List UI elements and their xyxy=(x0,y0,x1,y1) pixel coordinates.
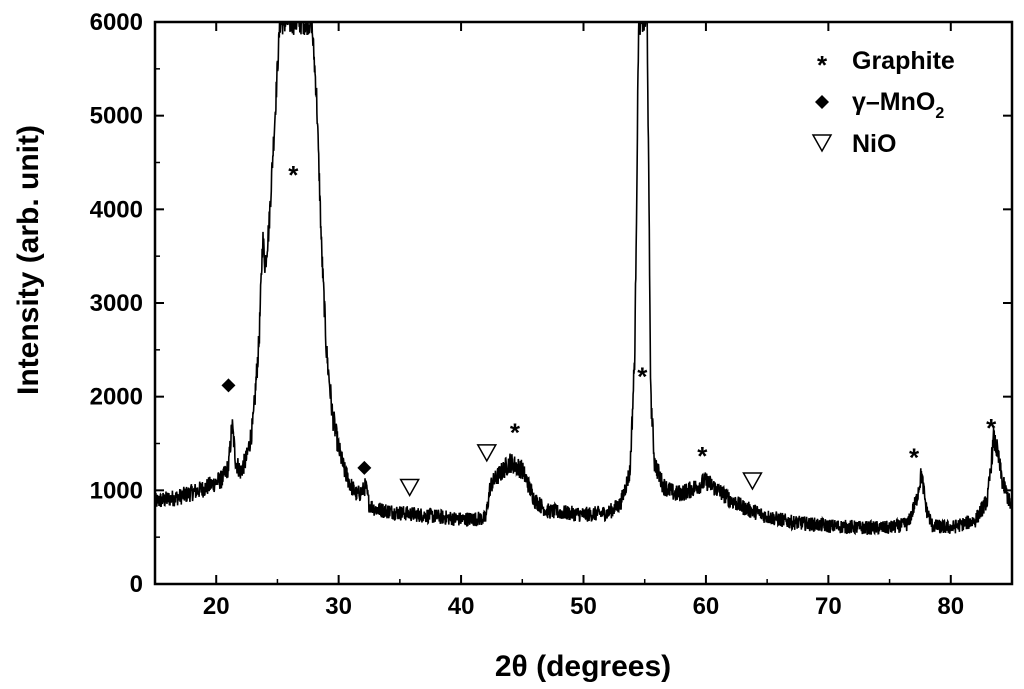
x-axis-title: 2θ (degrees) xyxy=(495,650,671,683)
series-line-xrd xyxy=(155,22,1012,536)
peak-marker-star: * xyxy=(510,417,521,447)
y-axis-title: Intensity (arb. unit) xyxy=(12,125,45,395)
x-tick-label: 50 xyxy=(570,593,597,620)
peak-marker-star: * xyxy=(986,413,997,443)
y-tick-label: 1000 xyxy=(90,477,143,504)
y-tick-label: 4000 xyxy=(90,196,143,223)
x-tick-label: 80 xyxy=(937,593,964,620)
legend: Graphite γ–MnO2 NiO * xyxy=(811,47,955,158)
x-tick-label: 20 xyxy=(203,593,230,620)
legend-marker-triangle-down xyxy=(811,134,833,153)
peak-markers: * * * * * * xyxy=(221,160,997,498)
peak-marker-star: * xyxy=(909,443,920,473)
legend-label-mno2: γ–MnO2 xyxy=(852,88,944,122)
legend-marker-star: * xyxy=(817,50,828,80)
y-tick-label: 3000 xyxy=(90,290,143,317)
peak-marker-triangle-down xyxy=(476,444,498,463)
peak-marker-triangle-down xyxy=(742,472,763,491)
legend-label-graphite: Graphite xyxy=(852,47,955,75)
x-tick-label: 60 xyxy=(693,593,720,620)
peak-marker-star: * xyxy=(697,441,708,471)
legend-marker-diamond xyxy=(815,95,829,109)
y-tick-label: 5000 xyxy=(90,103,143,130)
plot-area xyxy=(155,22,1012,536)
y-tick-label: 0 xyxy=(130,571,143,598)
axis-ticks: 20 30 40 50 60 70 80 0 1000 2000 3000 4000 5000 6000 xyxy=(90,9,1013,620)
x-tick-label: 40 xyxy=(448,593,475,620)
legend-label-mno2-main: γ–MnO xyxy=(852,88,935,116)
plot-frame xyxy=(153,20,1014,586)
peak-marker-triangle-down xyxy=(399,478,420,498)
legend-label-mno2-sub: 2 xyxy=(935,105,944,122)
y-tick-label: 6000 xyxy=(90,9,143,36)
legend-label-nio: NiO xyxy=(852,130,896,158)
peak-marker-diamond xyxy=(357,460,372,475)
peak-marker-diamond xyxy=(221,378,236,393)
x-tick-label: 30 xyxy=(325,593,352,620)
x-tick-label: 70 xyxy=(815,593,842,620)
peak-marker-star: * xyxy=(637,361,648,391)
y-tick-label: 2000 xyxy=(90,384,143,411)
peak-marker-star: * xyxy=(288,160,299,190)
